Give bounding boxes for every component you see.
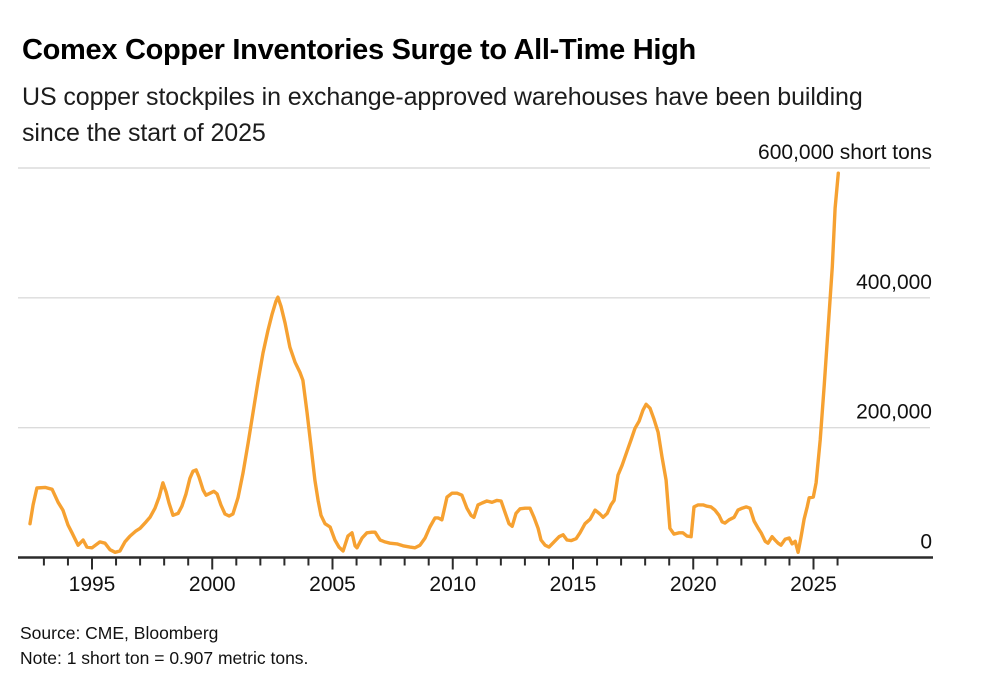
x-axis-label: 1995 [69, 573, 116, 596]
y-axis-label: 600,000 short tons [758, 141, 932, 164]
y-axis-label: 0 [920, 531, 932, 554]
page-title: Comex Copper Inventories Surge to All-Ti… [22, 34, 696, 67]
y-axis-label: 200,000 [856, 401, 932, 424]
chart-subtitle: US copper stockpiles in exchange-approve… [22, 83, 863, 147]
x-axis-label: 2015 [550, 573, 597, 596]
x-axis-label: 2000 [189, 573, 236, 596]
x-axis-label: 2005 [309, 573, 356, 596]
chart-footer: Source: CME, Bloomberg Note: 1 short ton… [20, 621, 308, 671]
x-axis-label: 2025 [790, 573, 837, 596]
y-axis-label: 400,000 [856, 271, 932, 294]
inventory-line [28, 171, 840, 554]
x-axis-label: 2020 [670, 573, 717, 596]
source-text: Source: CME, Bloomberg [20, 623, 219, 643]
x-axis-label: 2010 [429, 573, 476, 596]
note-text: Note: 1 short ton = 0.907 metric tons. [20, 648, 309, 668]
